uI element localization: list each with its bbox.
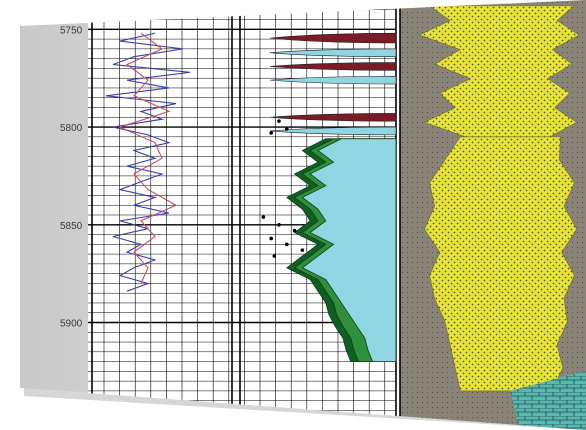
shaded-interval-5 <box>269 126 397 136</box>
porosity-fill-cyan <box>301 138 397 362</box>
data-point-2 <box>269 131 274 135</box>
lithology-track <box>400 0 586 430</box>
gamma-ray-track <box>105 32 191 292</box>
depth-tick-label: 5750 <box>60 25 83 36</box>
data-point-4 <box>277 222 281 227</box>
shaded-interval-1 <box>269 48 397 57</box>
shaded-interval-4 <box>269 113 397 122</box>
shaded-interval-3 <box>269 75 397 85</box>
data-point-0 <box>277 119 281 123</box>
series-line-1 <box>118 32 178 284</box>
series-line-0 <box>105 32 191 292</box>
data-point-3 <box>261 215 266 219</box>
depth-tick-label: 5800 <box>60 123 83 134</box>
data-point-5 <box>292 228 297 233</box>
data-point-6 <box>269 236 274 241</box>
depth-tick-label: 5950 <box>60 416 83 427</box>
data-point-7 <box>285 242 289 247</box>
limestone-bed <box>510 370 586 430</box>
shaded-interval-2 <box>269 62 397 71</box>
data-point-9 <box>272 254 277 258</box>
data-point-8 <box>300 248 305 252</box>
depth-tick-label: 5850 <box>60 221 83 232</box>
shaded-interval-0 <box>269 32 397 44</box>
data-point-1 <box>285 127 289 131</box>
depth-tick-label: 5900 <box>60 319 83 330</box>
porosity-track <box>261 32 397 362</box>
